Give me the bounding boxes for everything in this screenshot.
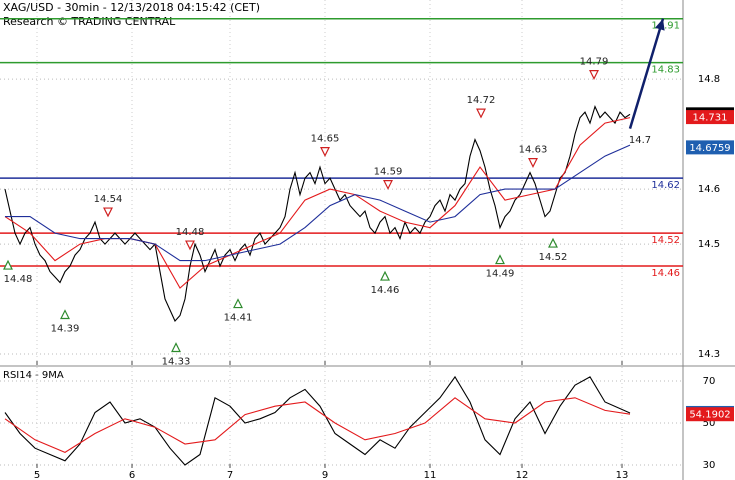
- low-marker: [3, 259, 13, 270]
- forecast-arrow: [628, 18, 665, 129]
- x-tick-label: 9: [322, 470, 328, 480]
- x-tick-label: 7: [227, 470, 233, 480]
- low-marker: [548, 237, 558, 248]
- high-marker: [320, 147, 330, 157]
- price-tag: [686, 407, 734, 422]
- y-tick-label: 14.8: [698, 74, 720, 85]
- y-tick-label: 14.6: [698, 184, 720, 195]
- low-marker: [495, 254, 505, 265]
- series-line: [4, 397, 631, 454]
- level-label: 14.52: [651, 235, 680, 246]
- arrow-head: [655, 18, 665, 31]
- ma-label: 14.7: [629, 135, 651, 146]
- low-marker: [380, 270, 390, 281]
- price-tag-label: 14.731: [693, 113, 728, 124]
- y-tick-label: 14.5: [698, 239, 720, 250]
- x-tick-label: 12: [516, 470, 529, 480]
- marker-label: 14.52: [539, 252, 568, 263]
- y-tick-label: 70: [703, 376, 716, 387]
- high-marker: [476, 108, 486, 119]
- marker-label: 14.33: [162, 357, 191, 368]
- marker-label: 14.49: [486, 269, 515, 280]
- marker-label: 14.54: [94, 194, 123, 205]
- marker-label: 14.39: [51, 324, 80, 335]
- price-tag-label: 14.6759: [689, 143, 730, 154]
- rsi-title: RSI14 - 9MA: [3, 370, 64, 381]
- level-label: 14.83: [651, 65, 680, 76]
- low-marker: [233, 298, 243, 309]
- x-tick-label: 13: [616, 470, 629, 480]
- y-tick-label: 50: [703, 418, 716, 429]
- marker-label: 14.63: [519, 145, 548, 156]
- marker-label: 14.79: [580, 57, 609, 68]
- chart-title: XAG/USD - 30min - 12/13/2018 04:15:42 (C…: [3, 1, 260, 14]
- y-tick-label: 30: [703, 460, 716, 471]
- series-line: [4, 105, 631, 322]
- price-tag: [686, 110, 734, 125]
- x-tick-label: 5: [34, 470, 40, 480]
- series-line: [5, 144, 631, 262]
- marker-label: 14.59: [374, 167, 403, 178]
- marker-label: 14.46: [371, 285, 400, 296]
- high-marker: [383, 179, 393, 190]
- level-label: 14.91: [651, 21, 680, 32]
- y-tick-label: 14.3: [698, 349, 720, 360]
- x-tick-label: 6: [129, 470, 135, 480]
- marker-label: 14.65: [311, 134, 340, 145]
- price-tag: [686, 140, 734, 155]
- high-marker: [528, 158, 538, 168]
- high-marker: [103, 207, 113, 218]
- level-label: 14.62: [651, 180, 680, 191]
- level-label: 14.46: [651, 268, 680, 279]
- price-tag-label: 54.1902: [689, 410, 730, 421]
- low-marker: [171, 342, 181, 353]
- low-marker: [60, 309, 70, 320]
- chart-subtitle: Research © TRADING CENTRAL: [3, 15, 176, 28]
- high-marker: [185, 240, 195, 251]
- x-tick-label: 11: [424, 470, 437, 480]
- marker-label: 14.72: [467, 95, 496, 106]
- high-marker: [589, 70, 599, 80]
- marker-label: 14.41: [224, 313, 253, 324]
- series-line: [4, 375, 631, 466]
- marker-label: 14.48: [176, 227, 205, 238]
- marker-label: 14.48: [4, 274, 33, 285]
